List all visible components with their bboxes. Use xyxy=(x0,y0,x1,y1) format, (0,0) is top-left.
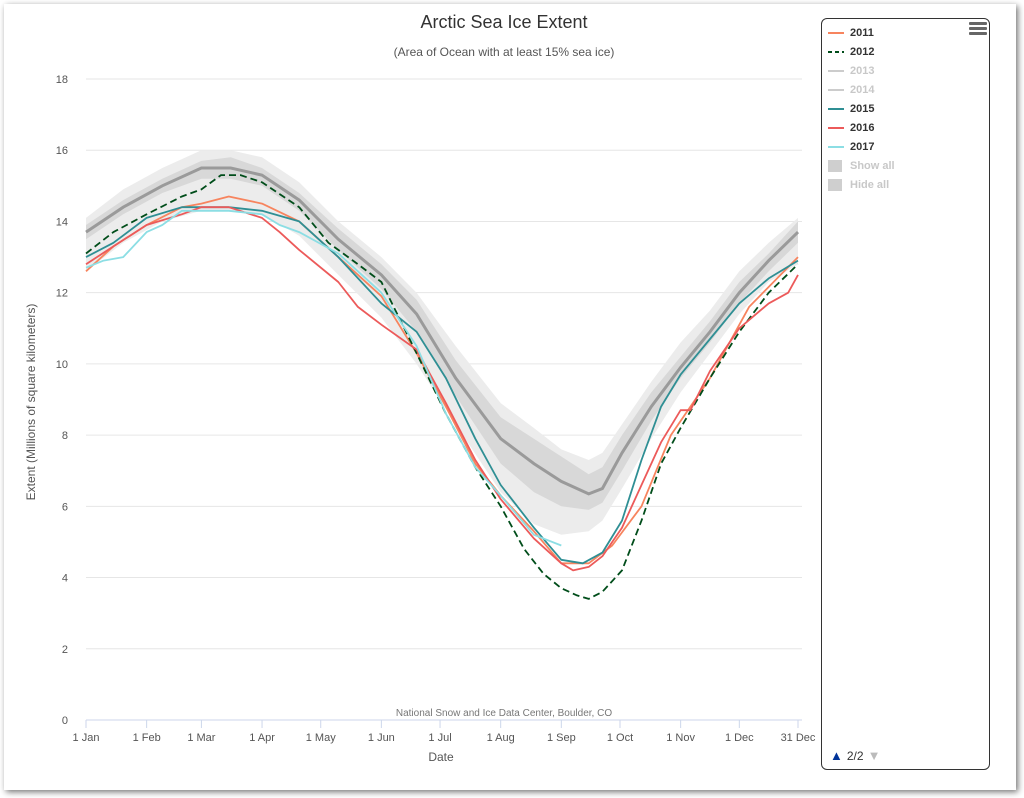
y-tick-label: 16 xyxy=(56,145,68,157)
legend-item-2014[interactable]: 2014 xyxy=(828,81,874,99)
hamburger-menu-icon[interactable] xyxy=(969,22,987,38)
series-line-2016[interactable] xyxy=(85,206,799,572)
climatology-interquartile-band xyxy=(86,157,798,510)
hide-all-box-icon xyxy=(828,179,842,191)
pager-down-arrow-icon[interactable]: ▼ xyxy=(867,748,881,763)
series-line-2011[interactable] xyxy=(85,195,799,565)
legend-swatch-icon xyxy=(828,103,844,115)
x-tick-label: 1 Aug xyxy=(487,732,515,744)
x-tick-label: 1 Jul xyxy=(428,732,451,744)
series-lines xyxy=(85,174,799,600)
axes: 0 2 4 6 8 10 12 14 16 18 1 Jan 1 Feb 1 Mar 1 Apr 1 May… xyxy=(56,74,816,744)
x-tick-label: 1 Apr xyxy=(249,732,275,744)
legend-item-2011[interactable]: 2011 xyxy=(828,24,874,42)
y-tick-label: 2 xyxy=(62,644,68,656)
x-tick-label: 1 Dec xyxy=(725,732,754,744)
series-line-2017[interactable] xyxy=(85,209,562,547)
legend-swatch-icon xyxy=(828,65,844,77)
legend-item-2016[interactable]: 2016 xyxy=(828,119,874,137)
x-tick-label: 31 Dec xyxy=(781,732,816,744)
y-tick-label: 4 xyxy=(62,573,68,585)
legend-hide-all[interactable]: Hide all xyxy=(828,176,889,194)
legend-pager: ▲ 2/2 ▼ xyxy=(830,748,880,763)
x-tick-label: 1 Feb xyxy=(133,732,161,744)
legend-label: 2016 xyxy=(850,122,875,134)
x-tick-label: 1 Oct xyxy=(607,732,633,744)
show-all-box-icon xyxy=(828,160,842,172)
y-tick-label: 14 xyxy=(56,216,68,228)
legend-swatch-icon xyxy=(828,141,844,153)
show-all-label: Show all xyxy=(850,160,895,172)
hide-all-label: Hide all xyxy=(850,179,890,191)
x-tick-label: 1 Mar xyxy=(187,732,215,744)
pager-label: 2/2 xyxy=(846,748,864,763)
y-tick-label: 18 xyxy=(56,74,68,86)
chart-frame: 0 2 4 6 8 10 12 14 16 18 1 Jan 1 Feb 1 Mar 1 Apr 1 May… xyxy=(4,4,1016,790)
x-tick-label: 1 Nov xyxy=(666,732,695,744)
pager-up-arrow-icon[interactable]: ▲ xyxy=(830,748,843,763)
chart-credit: National Snow and Ice Data Center, Bould… xyxy=(396,708,612,719)
climatology-median-line xyxy=(85,166,800,496)
y-tick-label: 12 xyxy=(56,288,68,300)
legend-label: 2014 xyxy=(850,84,875,96)
x-tick-label: 1 May xyxy=(306,732,336,744)
legend-label: 2017 xyxy=(850,141,875,153)
legend-item-2015[interactable]: 2015 xyxy=(828,100,874,118)
legend-swatch-icon xyxy=(828,46,844,58)
legend-show-all[interactable]: Show all xyxy=(828,157,895,175)
legend-item-2013[interactable]: 2013 xyxy=(828,62,874,80)
y-axis-title: Extent (Millions of square kilometers) xyxy=(24,304,38,501)
legend-label: 2013 xyxy=(850,65,875,77)
y-tick-label: 0 xyxy=(62,715,68,727)
legend-label: 2012 xyxy=(850,46,875,58)
x-tick-label: 1 Jun xyxy=(368,732,395,744)
chart-legend: 2011 2012 2013 2014 2015 2016 2017 Show all Hi… xyxy=(821,18,990,770)
chart-canvas: 0 2 4 6 8 10 12 14 16 18 1 Jan 1 Feb 1 Mar 1 Apr 1 May… xyxy=(24,12,816,764)
climatology-bands xyxy=(85,150,800,535)
legend-label: 2011 xyxy=(850,27,874,39)
y-tick-label: 10 xyxy=(56,359,68,371)
legend-item-2012[interactable]: 2012 xyxy=(828,43,874,61)
y-tick-label: 8 xyxy=(62,430,68,442)
x-tick-label: 1 Jan xyxy=(73,732,100,744)
legend-swatch-icon xyxy=(828,122,844,134)
legend-item-2017[interactable]: 2017 xyxy=(828,138,874,156)
x-tick-label: 1 Sep xyxy=(547,732,576,744)
series-line-2012[interactable] xyxy=(85,174,799,600)
x-axis-title: Date xyxy=(428,750,454,764)
legend-swatch-icon xyxy=(828,27,844,39)
legend-swatch-icon xyxy=(828,84,844,96)
y-tick-label: 6 xyxy=(62,501,68,513)
legend-label: 2015 xyxy=(850,103,875,115)
chart-title: Arctic Sea Ice Extent xyxy=(420,12,587,32)
chart-subtitle: (Area of Ocean with at least 15% sea ice… xyxy=(394,45,615,59)
